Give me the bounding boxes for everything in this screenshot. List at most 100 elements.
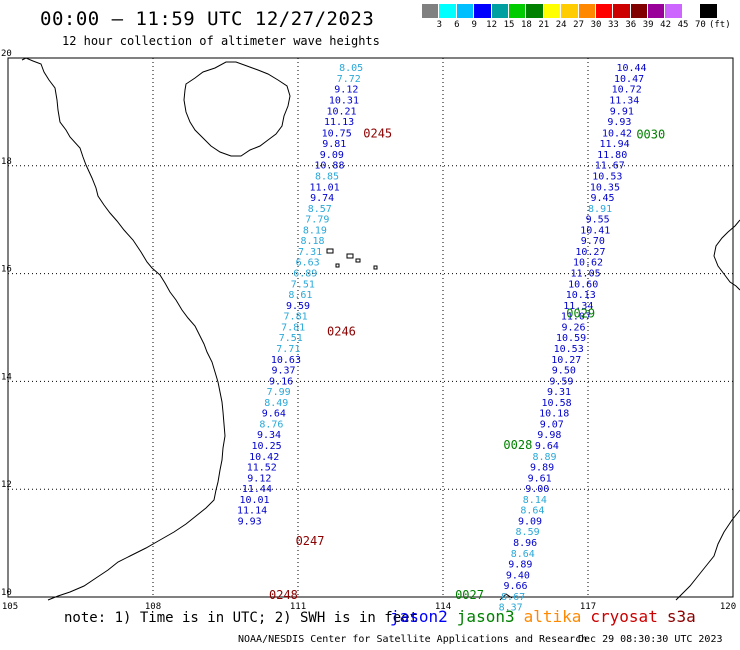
- swh-value: 9.81: [322, 139, 346, 150]
- swh-value: 10.47: [614, 74, 644, 85]
- map-grid: [7, 57, 734, 598]
- swh-value: 10.53: [592, 172, 622, 183]
- swh-value: 9.64: [262, 409, 286, 420]
- lat-tick-label: 12: [1, 480, 12, 490]
- legend-label: 39: [642, 20, 654, 30]
- swh-value: 8.37: [499, 603, 523, 614]
- swh-value: 8.76: [259, 419, 283, 430]
- lon-tick-label: 117: [580, 602, 596, 612]
- islands-paracel: [326, 248, 378, 270]
- swh-value: 9.12: [334, 85, 358, 96]
- legend-swatch: [491, 4, 509, 18]
- legend-label: 6: [454, 20, 460, 30]
- legend-label: 24: [555, 20, 567, 30]
- swh-value: 9.61: [528, 473, 552, 484]
- swh-value: 11.05: [571, 269, 601, 280]
- swh-value: 10.88: [314, 161, 344, 172]
- legend-label: 42: [660, 20, 672, 30]
- coastline-vietnam: [21, 57, 226, 601]
- legend-label: 27: [573, 20, 585, 30]
- swh-value: 9.59: [549, 376, 573, 387]
- swh-value: 11.07: [561, 312, 591, 323]
- swh-value: 9.59: [286, 301, 310, 312]
- swh-value: 9.50: [552, 366, 576, 377]
- pass-label: 0248: [269, 588, 298, 602]
- pass-label: 0247: [296, 534, 325, 548]
- swh-value: 11.44: [242, 484, 272, 495]
- swh-value: 9.12: [247, 473, 271, 484]
- legend-swatch: [648, 4, 666, 18]
- swh-value: 11.13: [324, 117, 354, 128]
- legend-label: 12: [486, 20, 498, 30]
- swh-value: 9.34: [257, 430, 281, 441]
- island: [355, 258, 361, 263]
- swh-value: 10.25: [252, 441, 282, 452]
- legend-label: 33: [607, 20, 619, 30]
- legend-swatch: [474, 4, 492, 18]
- satellite-legend-item: s3a: [666, 607, 696, 626]
- swh-value: 9.09: [518, 516, 542, 527]
- swh-value: 10.59: [556, 333, 586, 344]
- swh-value: 10.42: [602, 128, 632, 139]
- swh-value: 11.34: [563, 301, 593, 312]
- swh-value: 9.16: [269, 376, 293, 387]
- swh-value: 9.91: [610, 106, 634, 117]
- track-east: 10.4410.4710.7211.349.919.9310.4211.9411…: [499, 63, 647, 614]
- swh-value: 8.91: [588, 204, 612, 215]
- swh-value: 9.37: [271, 366, 295, 377]
- swh-value: 10.63: [271, 355, 301, 366]
- coastline-luzon: [713, 219, 740, 291]
- satellite-legend-item: jason2: [390, 607, 448, 626]
- swh-value: 9.26: [561, 322, 585, 333]
- color-legend: 3 6 9 12 15 18 21 24 27 30 33 36 39 42 45 70 (ft): [422, 4, 731, 32]
- swh-value: 9.89: [530, 463, 554, 474]
- lon-tick-label: 105: [2, 602, 18, 612]
- swh-value: 10.13: [566, 290, 596, 301]
- swh-value: 11.94: [600, 139, 630, 150]
- swh-value: 8.57: [308, 204, 332, 215]
- swh-value: 10.27: [551, 355, 581, 366]
- legend-swatch: [682, 4, 701, 18]
- swh-value: 7.81: [284, 312, 308, 323]
- swh-value: 9.74: [310, 193, 334, 204]
- coastline-palawan: [675, 509, 740, 601]
- swh-value: 8.85: [315, 172, 339, 183]
- swh-value: 8.89: [532, 452, 556, 463]
- swh-value: 8.64: [511, 549, 535, 560]
- swh-value: 9.31: [547, 387, 571, 398]
- swh-value: 8.05: [339, 63, 363, 74]
- pass-label: 0030: [636, 127, 665, 141]
- swh-value: 7.51: [279, 333, 303, 344]
- legend-label: 21: [538, 20, 550, 30]
- pass-label: 0246: [327, 325, 356, 339]
- swh-value: 9.55: [586, 215, 610, 226]
- swh-value: 11.80: [597, 150, 627, 161]
- coastline-borneo: [499, 593, 513, 601]
- satellite-legend-item: jason3: [456, 607, 515, 626]
- swh-value: 8.61: [288, 290, 312, 301]
- island: [335, 263, 340, 268]
- swh-value: 7.81: [281, 322, 305, 333]
- swh-value: 9.45: [590, 193, 614, 204]
- swh-value: 9.40: [506, 570, 530, 581]
- swh-value: 10.21: [326, 106, 356, 117]
- legend-swatch: [543, 4, 562, 18]
- island: [326, 248, 334, 254]
- swh-value: 9.00: [525, 484, 549, 495]
- pass-label: 0028: [503, 438, 532, 452]
- coastline-hainan: [183, 61, 291, 157]
- swh-value: 7.31: [298, 247, 322, 258]
- axis-labels: 105 108 111 114 117 120 20 18 16 14 12 10: [1, 49, 736, 612]
- legend-swatch: [630, 4, 649, 18]
- page-subtitle: 12 hour collection of altimeter wave hei…: [62, 34, 380, 48]
- legend-swatch: [422, 4, 440, 18]
- legend-swatch: [508, 4, 527, 18]
- swh-value: 7.79: [305, 215, 329, 226]
- legend-swatch: [665, 4, 683, 18]
- legend-swatch: [456, 4, 475, 18]
- swh-value: 9.09: [320, 150, 344, 161]
- swh-value: 7.99: [267, 387, 291, 398]
- swh-value: 7.51: [291, 279, 315, 290]
- lon-tick-label: 111: [290, 602, 306, 612]
